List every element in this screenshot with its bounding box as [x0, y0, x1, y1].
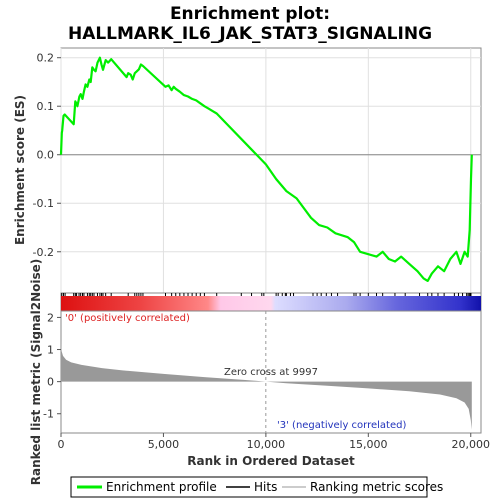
x-tick-label: 10,000: [247, 438, 286, 451]
metric-tick-label: -1: [43, 408, 54, 421]
metric-tick-label: 1: [47, 344, 54, 357]
metric-panel: -1 0 1 2 '0' (positively correlated) '3' (n…: [29, 259, 482, 486]
x-axis-ticks: 0 5,000 10,000 15,000 20,000: [58, 433, 491, 451]
legend: Enrichment profile Hits Ranking metric s…: [70, 476, 443, 498]
legend-hits-label: Hits: [254, 480, 277, 494]
chart-title-line2: HALLMARK_IL6_JAK_STAT3_SIGNALING: [68, 24, 432, 44]
chart-title-line1: Enrichment plot:: [170, 4, 330, 24]
x-tick-label: 20,000: [452, 438, 491, 451]
metric-axis-label: Ranked list metric (Signal2Noise): [29, 259, 43, 486]
legend-enrichment-label: Enrichment profile: [106, 480, 217, 494]
es-tick-label: 0.0: [37, 149, 55, 162]
negative-correlation-label: '3' (negatively correlated): [277, 420, 406, 431]
x-tick-label: 0: [58, 438, 65, 451]
x-axis-label: Rank in Ordered Dataset: [187, 454, 355, 468]
enrichment-panel: -0.2 -0.1 0.0 0.1 0.2 Enrichment score (ES): [13, 47, 482, 294]
enrichment-y-ticks: -0.2 -0.1 0.0 0.1 0.2: [33, 52, 61, 259]
hit-lines: [61, 293, 472, 296]
es-tick-label: 0.1: [37, 100, 55, 113]
metric-y-ticks: -1 0 1 2: [43, 311, 61, 421]
ranking-metric-area: [61, 339, 472, 430]
metric-tick-label: 0: [47, 376, 54, 389]
legend-metric-label: Ranking metric scores: [310, 480, 443, 494]
positive-correlation-label: '0' (positively correlated): [65, 313, 190, 324]
x-tick-label: 5,000: [148, 438, 180, 451]
metric-tick-label: 2: [47, 311, 54, 324]
es-tick-label: -0.1: [33, 197, 54, 210]
zero-cross-label: Zero cross at 9997: [224, 367, 318, 378]
es-axis-label: Enrichment score (ES): [13, 95, 27, 245]
es-tick-label: 0.2: [37, 52, 55, 65]
es-tick-label: -0.2: [33, 246, 54, 259]
ranking-colorbar: [61, 296, 481, 311]
enrichment-profile-line: [59, 56, 473, 282]
x-tick-label: 15,000: [349, 438, 388, 451]
